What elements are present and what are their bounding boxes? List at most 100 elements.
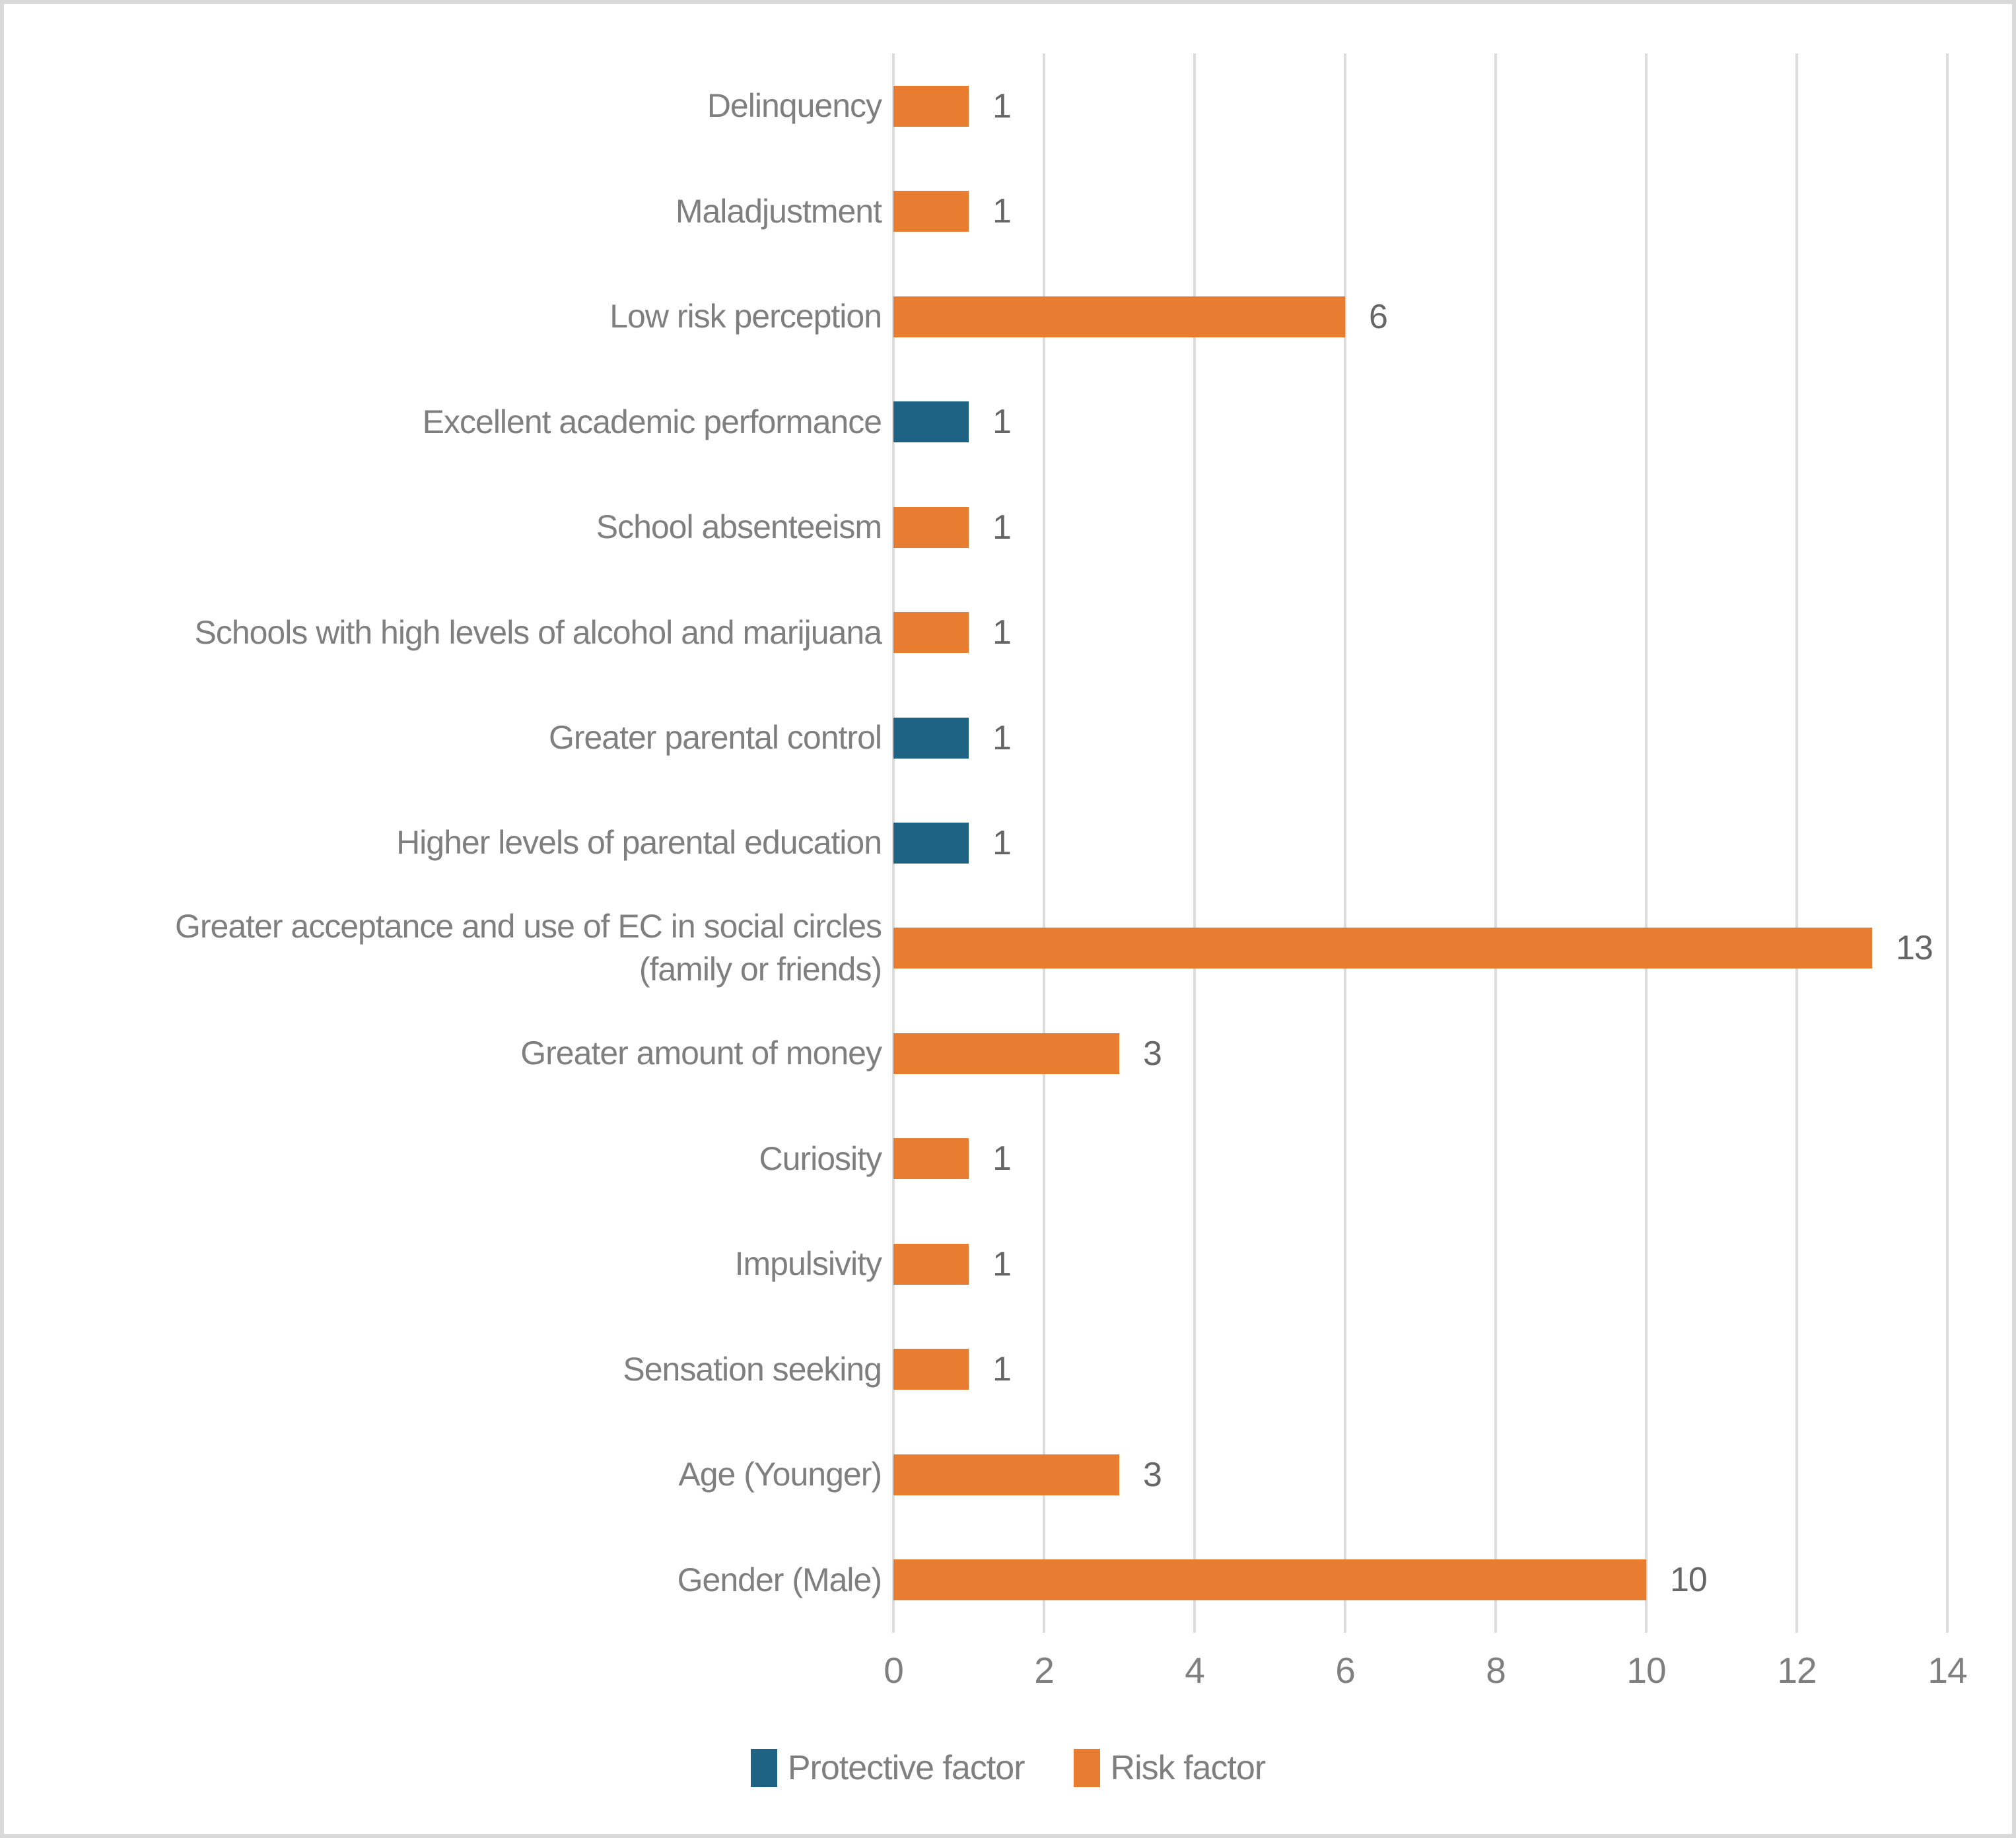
category-label-line: Higher levels of parental education bbox=[396, 824, 882, 862]
x-tick-label-12: 12 bbox=[1777, 1650, 1817, 1691]
category-label-impulsivity: Impulsivity bbox=[4, 1211, 893, 1316]
category-label-line: Sensation seeking bbox=[623, 1350, 882, 1388]
bar-impulsivity bbox=[893, 1243, 969, 1285]
x-tick-label-10: 10 bbox=[1626, 1650, 1666, 1691]
bar-row-greater-amount-of-money: 3 bbox=[893, 1001, 1947, 1106]
category-label-line: Gender (Male) bbox=[677, 1561, 882, 1598]
x-tick-label-6: 6 bbox=[1335, 1650, 1356, 1691]
category-label-line: Age (Younger) bbox=[678, 1456, 882, 1493]
bar-curiosity bbox=[893, 1138, 969, 1180]
value-label-greater-amount-of-money: 3 bbox=[1143, 1034, 1162, 1073]
gridline-x-8 bbox=[1494, 53, 1497, 1633]
bar-row-impulsivity: 1 bbox=[893, 1211, 1947, 1316]
bar-row-curiosity: 1 bbox=[893, 1106, 1947, 1211]
bar-row-greater-parental-control: 1 bbox=[893, 685, 1947, 790]
category-label-greater-acceptance-and-use-of-ec-in-soci: Greater acceptance and use of EC in soci… bbox=[4, 896, 893, 1001]
category-label-age-younger: Age (Younger) bbox=[4, 1422, 893, 1527]
category-label-low-risk-perception: Low risk perception bbox=[4, 264, 893, 369]
x-tick-label-4: 4 bbox=[1185, 1650, 1205, 1691]
category-label-excellent-academic-performance: Excellent academic performance bbox=[4, 369, 893, 474]
value-label-greater-parental-control: 1 bbox=[992, 718, 1012, 757]
category-label-line: Schools with high levels of alcohol and … bbox=[194, 613, 882, 651]
gridline-x-14 bbox=[1946, 53, 1949, 1633]
value-label-greater-acceptance-and-use-of-ec-in-soci: 13 bbox=[1896, 929, 1933, 968]
bar-higher-levels-of-parental-education bbox=[893, 822, 969, 864]
bar-greater-parental-control bbox=[893, 717, 969, 759]
category-label-schools-with-high-levels-of-alcohol-and-: Schools with high levels of alcohol and … bbox=[4, 580, 893, 685]
category-label-greater-amount-of-money: Greater amount of money bbox=[4, 1001, 893, 1106]
category-label-line: Curiosity bbox=[759, 1140, 882, 1177]
legend-item-protective-factor: Protective factor bbox=[750, 1748, 1025, 1788]
category-label-line: Excellent academic performance bbox=[422, 403, 882, 440]
bar-schools-with-high-levels-of-alcohol-and- bbox=[893, 612, 969, 654]
bar-row-higher-levels-of-parental-education: 1 bbox=[893, 790, 1947, 895]
category-label-line: Maladjustment bbox=[675, 192, 882, 230]
value-label-sensation-seeking: 1 bbox=[992, 1350, 1012, 1389]
value-label-impulsivity: 1 bbox=[992, 1244, 1012, 1283]
category-label-school-absenteeism: School absenteeism bbox=[4, 475, 893, 580]
gridline-x-2 bbox=[1043, 53, 1045, 1633]
gridline-x-6 bbox=[1344, 53, 1346, 1633]
category-label-line: Greater parental control bbox=[548, 719, 882, 757]
category-label-line: Greater acceptance and use of EC in soci… bbox=[175, 908, 882, 945]
x-tick-label-14: 14 bbox=[1928, 1650, 1967, 1691]
bar-row-greater-acceptance-and-use-of-ec-in-soci: 13 bbox=[893, 896, 1947, 1001]
bar-sensation-seeking bbox=[893, 1349, 969, 1390]
category-label-higher-levels-of-parental-education: Higher levels of parental education bbox=[4, 790, 893, 895]
plot-area: 1 1 6 1 1 1 1 1 13 3 1 1 1 3 10 bbox=[892, 53, 1949, 1633]
value-label-delinquency: 1 bbox=[992, 86, 1012, 125]
bar-greater-amount-of-money bbox=[893, 1033, 1119, 1074]
bar-row-age-younger: 3 bbox=[893, 1422, 1947, 1527]
legend: Protective factor Risk factor bbox=[4, 1748, 2012, 1788]
category-label-line: Delinquency bbox=[707, 87, 882, 125]
category-label-line: School absenteeism bbox=[596, 508, 882, 546]
category-label-maladjustment: Maladjustment bbox=[4, 158, 893, 263]
legend-item-risk-factor: Risk factor bbox=[1073, 1748, 1267, 1788]
gridline-x-12 bbox=[1795, 53, 1798, 1633]
value-label-school-absenteeism: 1 bbox=[992, 508, 1012, 547]
bar-gender-male bbox=[893, 1559, 1646, 1601]
bar-maladjustment bbox=[893, 191, 969, 232]
gridline-x-10 bbox=[1645, 53, 1648, 1633]
x-tick-label-8: 8 bbox=[1486, 1650, 1506, 1691]
bar-low-risk-perception bbox=[893, 296, 1345, 337]
category-label-sensation-seeking: Sensation seeking bbox=[4, 1317, 893, 1422]
x-tick-label-2: 2 bbox=[1034, 1650, 1055, 1691]
bar-age-younger bbox=[893, 1454, 1119, 1495]
bar-delinquency bbox=[893, 85, 969, 127]
bar-row-schools-with-high-levels-of-alcohol-and-: 1 bbox=[893, 580, 1947, 685]
bar-row-low-risk-perception: 6 bbox=[893, 264, 1947, 369]
bar-row-sensation-seeking: 1 bbox=[893, 1317, 1947, 1422]
category-label-line: (family or friends) bbox=[639, 951, 882, 988]
category-label-gender-male: Gender (Male) bbox=[4, 1528, 893, 1633]
category-label-curiosity: Curiosity bbox=[4, 1106, 893, 1211]
bar-row-school-absenteeism: 1 bbox=[893, 475, 1947, 580]
category-label-line: Low risk perception bbox=[609, 298, 882, 335]
bar-row-delinquency: 1 bbox=[893, 53, 1947, 158]
bar-row-maladjustment: 1 bbox=[893, 158, 1947, 263]
bar-row-excellent-academic-performance: 1 bbox=[893, 369, 1947, 474]
value-label-higher-levels-of-parental-education: 1 bbox=[992, 823, 1012, 862]
bar-excellent-academic-performance bbox=[893, 401, 969, 443]
value-label-excellent-academic-performance: 1 bbox=[992, 403, 1012, 442]
value-label-schools-with-high-levels-of-alcohol-and-: 1 bbox=[992, 613, 1012, 652]
x-tick-label-0: 0 bbox=[884, 1650, 904, 1691]
protective-factor-swatch-icon bbox=[750, 1749, 777, 1787]
bar-greater-acceptance-and-use-of-ec-in-soci bbox=[893, 928, 1872, 969]
bar-school-absenteeism bbox=[893, 506, 969, 548]
value-label-low-risk-perception: 6 bbox=[1369, 297, 1388, 336]
value-label-curiosity: 1 bbox=[992, 1140, 1012, 1178]
legend-label-risk-factor: Risk factor bbox=[1110, 1749, 1267, 1787]
x-axis: 0 2 4 6 8 10 12 14 bbox=[4, 1649, 2012, 1702]
category-label-delinquency: Delinquency bbox=[4, 53, 893, 158]
category-label-greater-parental-control: Greater parental control bbox=[4, 685, 893, 790]
value-label-age-younger: 3 bbox=[1143, 1455, 1162, 1494]
risk-factor-swatch-icon bbox=[1073, 1749, 1100, 1787]
category-label-line: Greater amount of money bbox=[520, 1035, 882, 1072]
gridline-x-4 bbox=[1193, 53, 1196, 1633]
legend-label-protective-factor: Protective factor bbox=[787, 1749, 1025, 1787]
value-label-maladjustment: 1 bbox=[992, 192, 1012, 231]
value-label-gender-male: 10 bbox=[1670, 1561, 1708, 1600]
bar-row-gender-male: 10 bbox=[893, 1528, 1947, 1633]
